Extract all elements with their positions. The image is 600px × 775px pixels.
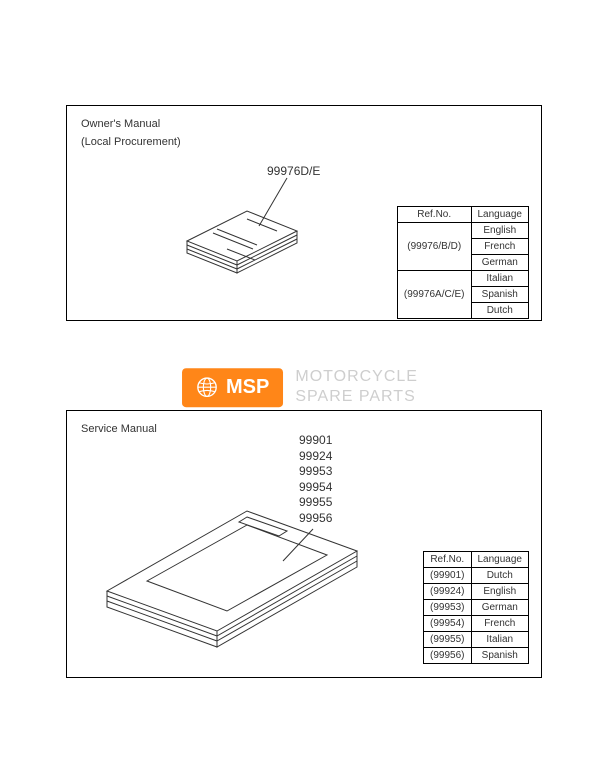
service-th-ref: Ref.No.	[424, 552, 471, 568]
owners-lang-0-2: German	[471, 255, 529, 271]
service-panel: Service Manual 99901 99924 99953 99954 9…	[66, 410, 542, 678]
watermark-line1: MOTORCYCLE	[295, 367, 418, 388]
service-num-0: 99901	[299, 433, 332, 449]
owners-table: Ref.No. Language (99976/B/D) English Fre…	[397, 206, 529, 319]
service-numbers: 99901 99924 99953 99954 99955 99956	[299, 433, 332, 527]
owners-th-lang: Language	[471, 207, 529, 223]
service-r4-ref: (99955)	[424, 632, 471, 648]
service-r3-lang: French	[471, 616, 529, 632]
service-r3-ref: (99954)	[424, 616, 471, 632]
owners-lang-1-1: Spanish	[471, 287, 529, 303]
service-r2-lang: German	[471, 600, 529, 616]
service-r0-ref: (99901)	[424, 568, 471, 584]
owners-subtitle: (Local Procurement)	[81, 136, 181, 148]
service-r5-lang: Spanish	[471, 648, 529, 664]
owners-th-ref: Ref.No.	[397, 207, 471, 223]
watermark: MSP MOTORCYCLE SPARE PARTS	[182, 367, 418, 409]
service-book	[87, 481, 377, 671]
service-r1-ref: (99924)	[424, 584, 471, 600]
owners-ref-1: (99976A/C/E)	[397, 271, 471, 319]
service-r5-ref: (99956)	[424, 648, 471, 664]
service-r0-lang: Dutch	[471, 568, 529, 584]
watermark-badge: MSP	[182, 368, 283, 407]
service-leader	[283, 529, 323, 569]
service-r4-lang: Italian	[471, 632, 529, 648]
watermark-line2: SPARE PARTS	[295, 388, 418, 409]
service-num-1: 99924	[299, 449, 332, 465]
owners-lang-1-2: Dutch	[471, 303, 529, 319]
service-title: Service Manual	[81, 423, 157, 435]
service-num-2: 99953	[299, 464, 332, 480]
service-num-5: 99956	[299, 511, 332, 527]
owners-lang-0-1: French	[471, 239, 529, 255]
globe-icon	[196, 377, 218, 399]
service-th-lang: Language	[471, 552, 529, 568]
service-r2-ref: (99953)	[424, 600, 471, 616]
owners-title: Owner's Manual	[81, 118, 160, 130]
owners-leader	[259, 178, 299, 228]
service-table: Ref.No. Language (99901)Dutch (99924)Eng…	[423, 551, 529, 664]
owners-panel: Owner's Manual (Local Procurement) 99976…	[66, 105, 542, 321]
owners-lang-1-0: Italian	[471, 271, 529, 287]
owners-ref-0: (99976/B/D)	[397, 223, 471, 271]
owners-callout: 99976D/E	[267, 164, 320, 178]
watermark-badge-text: MSP	[226, 376, 269, 399]
service-num-3: 99954	[299, 480, 332, 496]
owners-lang-0-0: English	[471, 223, 529, 239]
watermark-text: MOTORCYCLE SPARE PARTS	[295, 367, 418, 409]
service-num-4: 99955	[299, 495, 332, 511]
service-r1-lang: English	[471, 584, 529, 600]
